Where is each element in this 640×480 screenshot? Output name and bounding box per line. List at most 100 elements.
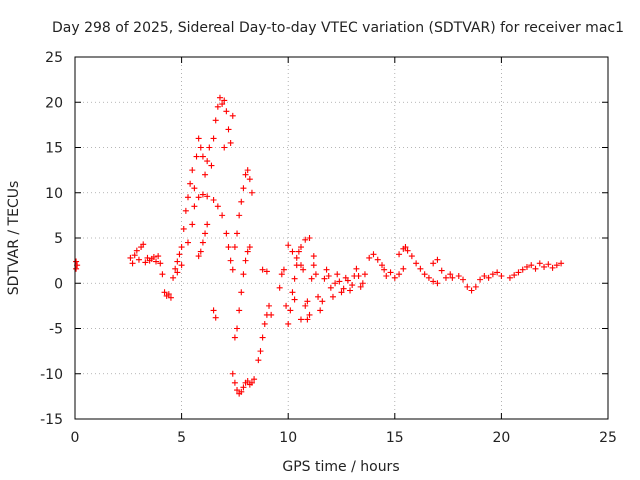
data-point	[285, 320, 292, 327]
data-point	[231, 379, 238, 386]
data-point	[430, 278, 437, 285]
data-point	[396, 271, 403, 278]
data-point	[191, 185, 198, 192]
data-point	[489, 271, 496, 278]
data-point	[140, 241, 147, 248]
axis-ticks: 0 5 10 15 20 25 25 20 15 10 5 0 -5 -10 -15	[40, 50, 617, 446]
data-point	[425, 274, 432, 281]
data-point	[402, 244, 409, 251]
data-point	[234, 325, 241, 332]
data-point	[349, 282, 356, 289]
data-point	[312, 271, 319, 278]
data-point	[477, 276, 484, 283]
data-point	[257, 348, 264, 355]
data-point	[131, 252, 138, 259]
data-point	[197, 144, 204, 151]
data-point	[246, 176, 253, 183]
data-point	[506, 274, 513, 281]
data-point	[532, 265, 539, 272]
data-point	[251, 376, 258, 383]
data-point	[289, 289, 296, 296]
data-point	[246, 244, 253, 251]
x-tick-label: 25	[599, 430, 617, 446]
data-point	[202, 230, 209, 237]
data-point	[304, 316, 311, 323]
data-point	[189, 167, 196, 174]
data-point	[357, 283, 364, 290]
data-point	[155, 253, 162, 260]
data-point	[195, 253, 202, 260]
data-point	[172, 265, 179, 272]
data-point	[297, 244, 304, 251]
data-point	[127, 254, 134, 261]
data-point	[304, 298, 311, 305]
data-point	[417, 265, 424, 272]
data-point	[327, 284, 334, 291]
data-point	[413, 260, 420, 267]
x-tick-label: 15	[386, 430, 404, 446]
data-point	[276, 284, 283, 291]
data-point	[242, 171, 249, 178]
data-point	[295, 248, 302, 255]
data-point	[214, 203, 221, 210]
data-point	[242, 257, 249, 264]
data-point	[187, 180, 194, 187]
data-point	[455, 273, 462, 280]
data-point	[214, 103, 221, 110]
data-marks	[73, 94, 565, 397]
y-axis-label: SDTVAR / TECUs	[6, 181, 22, 296]
data-point	[536, 260, 543, 267]
data-point	[167, 294, 174, 301]
data-point	[73, 265, 80, 272]
data-point	[464, 283, 471, 290]
data-point	[297, 316, 304, 323]
data-point	[204, 221, 211, 228]
data-point	[519, 266, 526, 273]
data-point	[485, 274, 492, 281]
data-point	[223, 230, 230, 237]
data-point	[347, 287, 354, 294]
data-point	[523, 263, 530, 270]
data-point	[212, 117, 219, 124]
x-tick-label: 5	[177, 430, 186, 446]
chart-title: Day 298 of 2025, Sidereal Day-to-day VTE…	[52, 20, 624, 36]
data-point	[379, 262, 386, 269]
data-point	[302, 302, 309, 309]
data-point	[178, 262, 185, 269]
data-point	[545, 261, 552, 268]
data-point	[212, 314, 219, 321]
plot-border	[74, 56, 609, 420]
data-point	[238, 388, 245, 395]
data-point	[202, 171, 209, 178]
data-point	[227, 139, 234, 146]
data-point	[340, 285, 347, 292]
data-point	[216, 94, 223, 101]
data-point	[231, 244, 238, 251]
data-point	[229, 266, 236, 273]
data-point	[229, 112, 236, 119]
data-point	[153, 258, 160, 265]
data-point	[238, 198, 245, 205]
data-point	[225, 244, 232, 251]
data-point	[210, 135, 217, 142]
data-point	[280, 266, 287, 273]
data-point	[227, 257, 234, 264]
data-point	[248, 189, 255, 196]
data-point	[210, 196, 217, 203]
data-point	[244, 167, 251, 174]
data-point	[494, 269, 501, 276]
data-point	[150, 254, 157, 261]
y-tick-label: -5	[49, 322, 63, 338]
data-point	[359, 280, 366, 287]
data-point	[208, 162, 215, 169]
data-point	[498, 273, 505, 280]
data-point	[321, 275, 328, 282]
data-point	[421, 271, 428, 278]
y-tick-label: 15	[45, 141, 63, 157]
data-point	[310, 253, 317, 260]
data-point	[460, 276, 467, 283]
grid-lines	[75, 57, 608, 419]
data-point	[219, 101, 226, 108]
data-point	[553, 262, 560, 269]
